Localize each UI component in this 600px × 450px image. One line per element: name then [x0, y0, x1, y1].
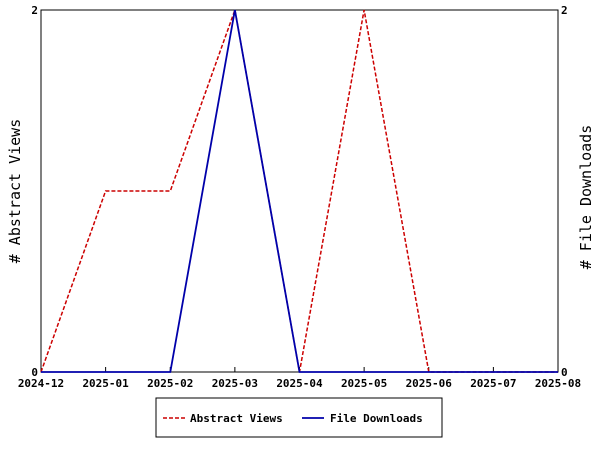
legend: Abstract Views File Downloads	[155, 397, 443, 438]
left-axis-label: # Abstract Views	[6, 119, 24, 264]
x-tick-label: 2025-07	[470, 377, 516, 390]
left-y-tick-label: 2	[31, 4, 38, 17]
x-axis: 2024-12 2025-01 2025-02 2025-03 2025-04 2025-…	[18, 367, 581, 390]
x-tick-label: 2025-06	[406, 377, 453, 390]
series-lines	[40, 7, 558, 373]
x-tick-label: 2025-01	[82, 377, 129, 390]
legend-box	[155, 397, 443, 438]
x-tick-label: 2024-12	[18, 377, 64, 390]
right-y-tick-label: 2	[561, 4, 568, 17]
x-tick-label: 2025-08	[535, 377, 581, 390]
x-tick-label: 2025-02	[147, 377, 193, 390]
x-tick-label: 2025-03	[212, 377, 258, 390]
left-y-tick-label: 0	[31, 366, 38, 379]
series-line-file-downloads	[41, 9, 558, 373]
right-axis-label: # File Downloads	[577, 125, 595, 270]
right-y-tick-label: 0	[561, 366, 568, 379]
legend-label-abstract-views: Abstract Views	[190, 412, 283, 425]
x-tick-label: 2025-05	[341, 377, 387, 390]
x-tick-label: 2025-04	[276, 377, 323, 390]
legend-label-file-downloads: File Downloads	[330, 412, 423, 425]
